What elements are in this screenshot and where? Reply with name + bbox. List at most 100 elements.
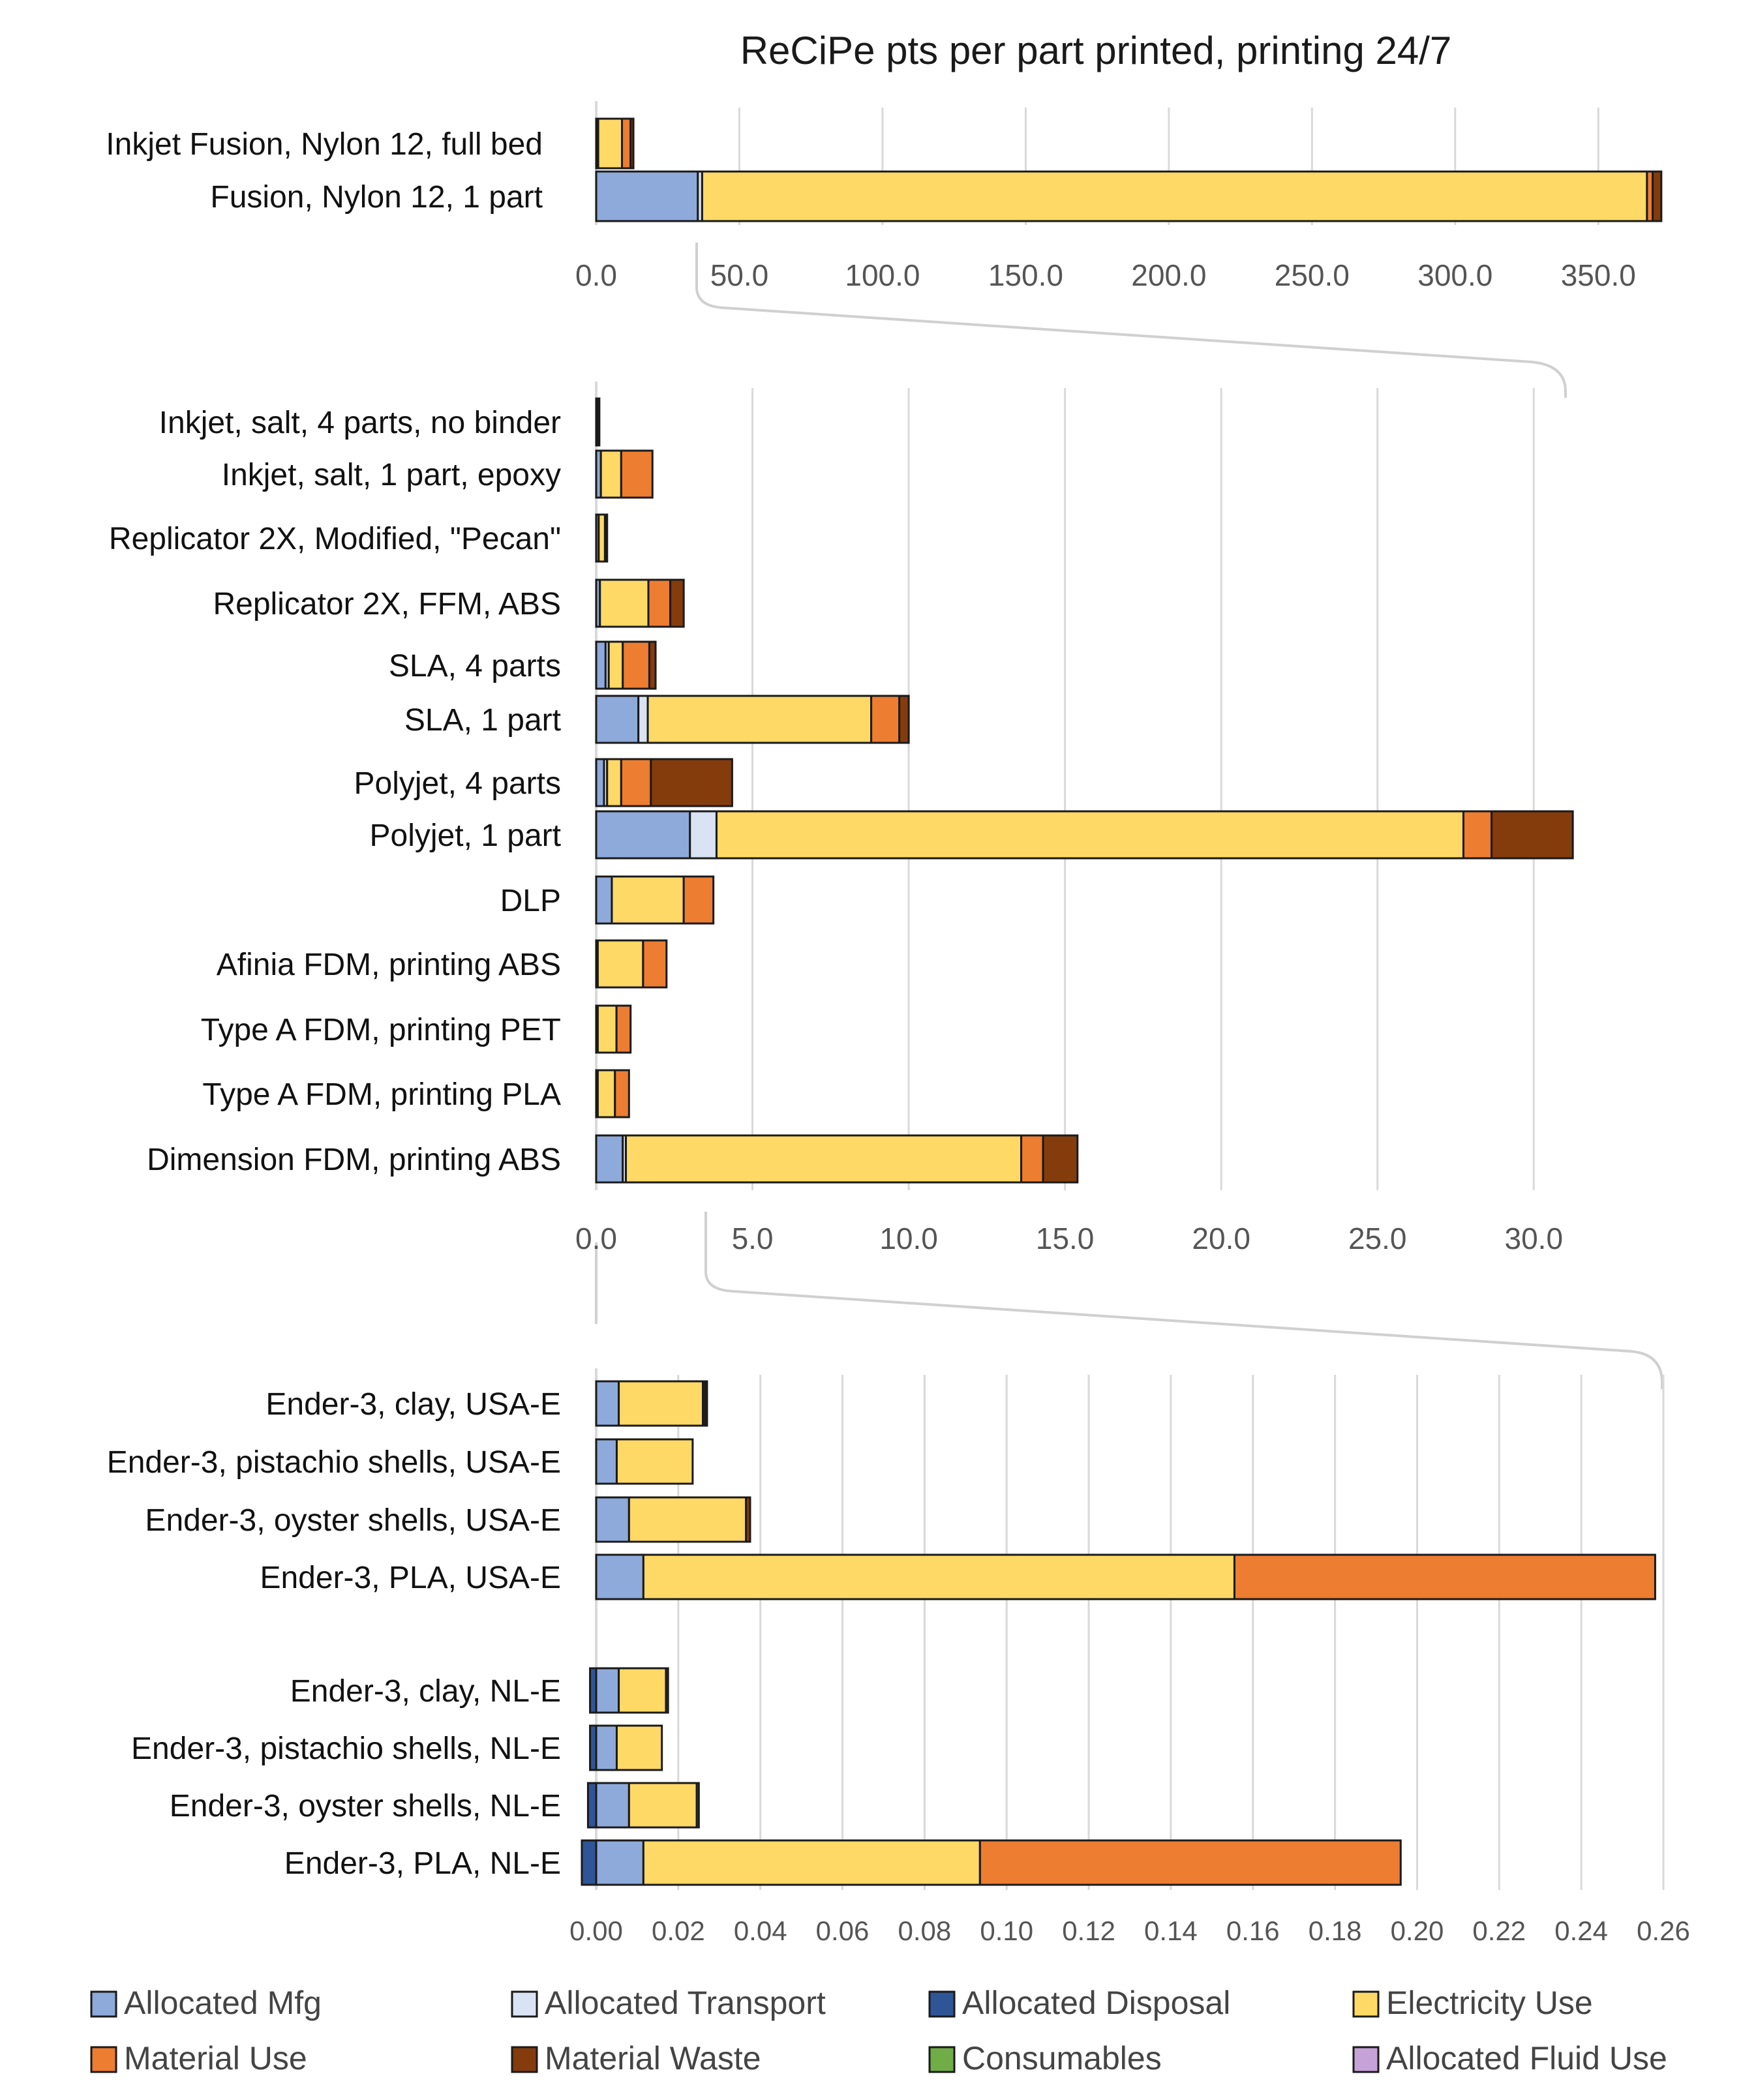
x-tick-label-bottom-6: 0.12 <box>1062 1915 1115 1946</box>
legend-item-consumables: Consumables <box>928 2040 1162 2077</box>
legend-swatch <box>928 2046 956 2073</box>
x-tick-label-top-6: 300.0 <box>1417 258 1492 292</box>
bar-segment-electricity-use <box>615 1724 663 1771</box>
category-label: Type A FDM, printing PLA <box>202 1077 561 1112</box>
x-tick-label-bottom-5: 0.10 <box>980 1915 1033 1946</box>
bar-dlp: DLP <box>500 875 715 925</box>
bar-segment-electricity-use <box>611 875 685 925</box>
legend-label: Allocated Fluid Use <box>1386 2040 1667 2077</box>
bar-segment-material-use <box>622 640 650 690</box>
bar-segment-electricity-use <box>597 117 624 170</box>
x-tick-label-bottom-1: 0.02 <box>652 1915 705 1946</box>
bar-segment-material-use <box>621 117 632 170</box>
x-tick-label-bottom-10: 0.20 <box>1391 1915 1444 1946</box>
legend-label: Allocated Disposal <box>962 1985 1230 2021</box>
x-tick-label-bottom-13: 0.26 <box>1637 1915 1690 1946</box>
bar-segment-material-use <box>1020 1134 1044 1184</box>
bar-sla-4-parts: SLA, 4 parts <box>389 640 657 690</box>
category-label: Ender-3, PLA, USA-E <box>260 1561 561 1595</box>
category-label: Ender-3, oyster shells, NL-E <box>170 1789 561 1823</box>
legend-label: Material Waste <box>545 2040 761 2077</box>
bar-type-a-fdm-printing-pet: Type A FDM, printing PET <box>201 1004 632 1054</box>
x-tick-label-middle-5: 25.0 <box>1348 1222 1407 1255</box>
bar-segment-electricity-use <box>615 1438 694 1485</box>
category-label: Ender-3, oyster shells, USA-E <box>145 1503 561 1538</box>
bar-segment-material-waste <box>1491 810 1574 860</box>
bar-polyjet-4-parts: Polyjet, 4 parts <box>354 758 733 807</box>
bar-segment-electricity-use <box>642 1553 1235 1600</box>
x-tick-label-top-0: 0.0 <box>575 258 617 292</box>
category-label: Ender-3, pistachio shells, NL-E <box>131 1732 561 1766</box>
bar-segment-allocated-mfg <box>595 170 699 222</box>
x-tick-label-bottom-0: 0.00 <box>569 1915 623 1946</box>
legend-swatch <box>90 2046 117 2073</box>
bar-segment-material-use <box>620 449 654 499</box>
bar-replicator-2x-ffm-abs: Replicator 2X, FFM, ABS <box>213 578 685 628</box>
category-label: Ender-3, pistachio shells, USA-E <box>107 1445 561 1480</box>
category-label: Inkjet, salt, 1 part, epoxy <box>222 458 561 492</box>
bar-segment-material-use <box>620 758 652 807</box>
bar-segment-material-use <box>1233 1553 1656 1600</box>
bar-sla-1-part: SLA, 1 part <box>404 695 910 744</box>
panel-middle: 0.0 5.0 10.0 15.0 20.0 25.0 30.0 Inkjet, salt, … <box>109 382 1574 1255</box>
bar-segment-electricity-use <box>596 939 644 989</box>
bar-segment-material-use <box>647 578 672 628</box>
bar-segment-material-waste <box>648 640 657 690</box>
bar-fusion-nylon-12-1-part: Fusion, Nylon 12, 1 part <box>210 170 1663 222</box>
bar-segment-electricity-use <box>607 640 624 690</box>
bar-segment-material-waste <box>1652 170 1663 222</box>
bar-ender-3-clay-nl-e: Ender-3, clay, NL-E <box>290 1667 669 1714</box>
category-label: DLP <box>500 884 561 918</box>
x-tick-label-bottom-4: 0.08 <box>898 1915 952 1946</box>
bar-segment-material-use <box>978 1839 1402 1886</box>
bar-segment-allocated-transport <box>637 695 649 744</box>
legend-item-allocated-mfg: Allocated Mfg <box>90 1985 322 2021</box>
bar-ender-3-pistachio-shells-usa-e: Ender-3, pistachio shells, USA-E <box>107 1438 694 1485</box>
x-tick-label-middle-1: 5.0 <box>732 1222 774 1255</box>
x-tick-label-bottom-8: 0.16 <box>1226 1915 1280 1946</box>
category-label: Polyjet, 4 parts <box>354 766 561 801</box>
bar-segment-material-waste <box>650 758 733 807</box>
category-label: Ender-3, PLA, NL-E <box>284 1846 561 1881</box>
legend-item-material-waste: Material Waste <box>511 2040 761 2077</box>
bar-segment-material-waste <box>898 695 910 744</box>
bar-inkjet-fusion-nylon-12-full-bed: Inkjet Fusion, Nylon 12, full bed <box>106 117 635 170</box>
bar-segment-allocated-mfg <box>595 810 691 860</box>
legend-item-allocated-fluid-use: Allocated Fluid Use <box>1352 2040 1667 2077</box>
bar-segment-electricity-use <box>646 695 873 744</box>
bar-segment-material-use <box>615 1004 632 1054</box>
bar-segment-material-waste <box>629 117 635 170</box>
bar-segment-electricity-use <box>596 1004 618 1054</box>
bar-segment-allocated-mfg <box>595 1839 644 1886</box>
category-label: Replicator 2X, FFM, ABS <box>213 587 561 622</box>
category-label: Ender-3, clay, NL-E <box>290 1674 561 1709</box>
bar-inkjet-salt-1-part-epoxy: Inkjet, salt, 1 part, epoxy <box>222 449 654 499</box>
bar-segment-material-use <box>682 875 715 925</box>
x-tick-label-middle-4: 20.0 <box>1192 1222 1250 1255</box>
bar-segment-allocated-mfg <box>595 1380 620 1427</box>
category-label: Type A FDM, printing PET <box>201 1013 561 1047</box>
bar-segment-material-waste <box>604 513 609 563</box>
category-label: Ender-3, clay, USA-E <box>265 1387 561 1422</box>
bar-segment-electricity-use <box>642 1839 981 1886</box>
bar-segment-material-waste <box>669 578 685 628</box>
bar-ender-3-pistachio-shells-nl-e: Ender-3, pistachio shells, NL-E <box>131 1724 663 1771</box>
bar-segment-electricity-use <box>618 1667 667 1714</box>
bar-segment-allocated-mfg <box>595 1667 620 1714</box>
bar-segment-allocated-mfg <box>595 875 613 925</box>
zoom-connector-lines <box>595 243 1663 1389</box>
bar-replicator-2x-modified-pecan: Replicator 2X, Modified, "Pecan" <box>109 513 609 563</box>
bar-ender-3-oyster-shells-nl-e: Ender-3, oyster shells, NL-E <box>170 1782 700 1829</box>
zoom-connector-top <box>695 243 1567 398</box>
bar-segment-material-use <box>1462 810 1493 860</box>
legend-swatch <box>1352 1990 1380 2018</box>
legend-label: Allocated Mfg <box>124 1985 322 2021</box>
bar-segment-electricity-use <box>599 578 650 628</box>
category-label: SLA, 1 part <box>404 703 561 738</box>
bar-segment-allocated-mfg <box>595 1496 630 1543</box>
legend-swatch <box>511 2046 538 2073</box>
bar-segment-electricity-use <box>628 1782 698 1829</box>
bar-segment-allocated-disposal <box>581 1839 598 1886</box>
category-label: Afinia FDM, printing ABS <box>217 948 561 982</box>
x-tick-label-middle-2: 10.0 <box>879 1222 938 1255</box>
